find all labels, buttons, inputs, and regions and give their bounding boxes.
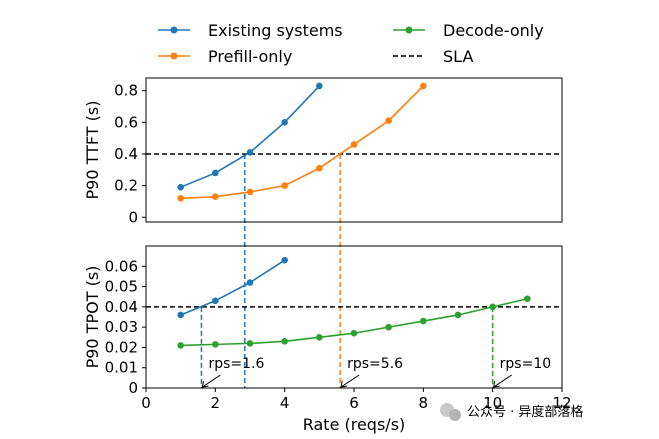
annotation-arrowhead (201, 380, 209, 388)
annotation-arrow (202, 374, 221, 388)
x-tick-label: 10 (483, 394, 502, 412)
data-point (212, 193, 219, 200)
data-point (177, 194, 184, 202)
data-point (246, 149, 254, 156)
data-point (281, 256, 288, 264)
annotation-arrow (340, 374, 360, 388)
data-point (420, 82, 427, 90)
y-axis-label: P90 TPOT (s) (83, 266, 102, 369)
x-tick-label: 2 (211, 394, 221, 412)
annotation-arrowhead (493, 380, 500, 388)
legend-entry-sla: SLA (393, 47, 473, 66)
data-point (177, 342, 184, 349)
y-tick-label: 0.06 (105, 257, 138, 275)
y-tick-label: 0.03 (105, 318, 138, 336)
watermark-text: 公众号 · 异度部落格 (467, 404, 583, 420)
x-axis-label: Rate (reqs/s) (303, 415, 406, 434)
watermark: 公众号 · 异度部落格 (440, 403, 583, 421)
data-point (281, 338, 288, 345)
data-point (246, 340, 254, 347)
data-point (212, 341, 219, 348)
legend-entry-decode: Decode-only (393, 21, 544, 40)
data-point (177, 311, 184, 319)
series-line-existing (180, 85, 320, 188)
data-point (177, 183, 184, 191)
x-tick-label: 12 (552, 394, 571, 412)
series-line-existing (180, 259, 286, 316)
y-tick-label: 0 (128, 208, 138, 226)
data-point (350, 329, 358, 337)
data-point (212, 297, 219, 305)
y-axis-label: P90 TTFT (s) (83, 101, 102, 200)
data-point (246, 279, 254, 286)
x-tick-label: 8 (419, 394, 429, 412)
annotation-arrowhead (340, 380, 348, 388)
data-point (489, 303, 496, 311)
legend-label-sla: SLA (443, 47, 473, 66)
x-tick-label: 0 (141, 394, 151, 412)
data-point (246, 188, 254, 196)
y-tick-label: 0.05 (105, 278, 138, 296)
data-point (316, 333, 323, 341)
series-line-decode (180, 297, 528, 347)
data-point (385, 117, 392, 125)
axes-frame (145, 77, 563, 223)
y-tick-label: 0.2 (114, 177, 138, 195)
data-point (316, 164, 323, 172)
annotation-label: rps=10 (500, 356, 551, 372)
legend-entry-prefill: Prefill-only (158, 47, 292, 66)
data-point (454, 311, 462, 319)
legend-label-existing: Existing systems (208, 21, 343, 40)
legend-label-prefill: Prefill-only (208, 47, 292, 66)
y-tick-label: 0.8 (114, 82, 138, 100)
legend-entry-existing: Existing systems (158, 21, 343, 40)
annotation-label: rps=5.6 (347, 356, 403, 372)
data-point (420, 317, 427, 325)
annotation-arrow (493, 374, 512, 388)
data-point (350, 141, 358, 148)
annotation-label: rps=1.6 (208, 356, 264, 372)
x-tick-label: 6 (349, 394, 359, 412)
y-tick-label: 0.04 (105, 298, 138, 316)
y-tick-label: 0.4 (114, 145, 138, 163)
legend: Existing systems Prefill-only Decode-onl… (158, 21, 544, 66)
data-point (281, 119, 288, 126)
y-tick-label: 0.01 (105, 359, 138, 377)
data-point (524, 295, 531, 303)
x-tick-label: 4 (280, 394, 290, 412)
data-point (212, 169, 219, 177)
panel-0: 0 0.2 0.4 0.6 0.8 P90 TTFT (s) (83, 77, 563, 226)
data-point (316, 82, 323, 90)
y-tick-label: 0.6 (114, 113, 138, 131)
legend-label-decode: Decode-only (443, 21, 544, 40)
data-point (281, 182, 288, 189)
series-line-prefill (180, 85, 424, 200)
y-tick-label: 0 (128, 379, 138, 397)
y-tick-label: 0.02 (105, 338, 138, 356)
data-point (385, 323, 392, 331)
